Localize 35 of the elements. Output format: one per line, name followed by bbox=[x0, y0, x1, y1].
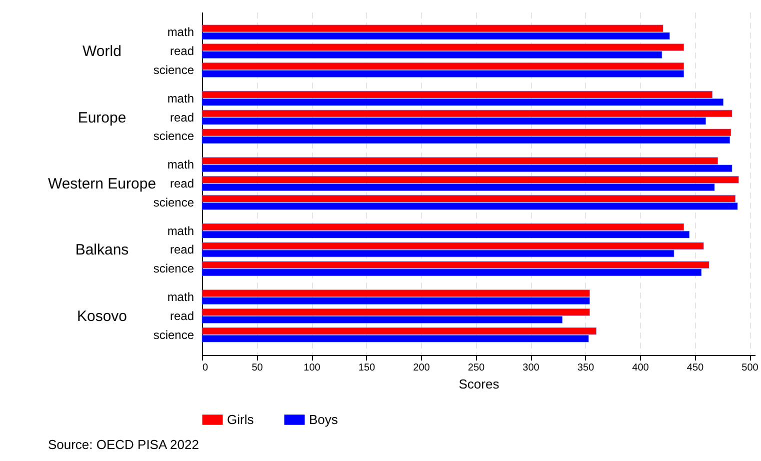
x-tick-label: 200 bbox=[413, 362, 430, 374]
x-axis-title: Scores bbox=[458, 376, 500, 392]
text: Balkans bbox=[75, 242, 129, 259]
x-tick-label: 450 bbox=[686, 362, 704, 374]
x-tick-label: 400 bbox=[632, 362, 650, 374]
y-tick-label: read bbox=[170, 110, 194, 124]
x-tick-label: 0 bbox=[202, 362, 208, 374]
y-tick-label: math bbox=[167, 158, 194, 172]
y-tick-label: read bbox=[170, 242, 194, 257]
y-tick-label: math bbox=[167, 91, 194, 106]
source-note: Source: OECD PISA 2022 bbox=[48, 437, 199, 452]
text: Kosovo bbox=[76, 308, 128, 325]
text: Western Europe bbox=[48, 176, 156, 192]
x-tick-label: 150 bbox=[358, 362, 376, 374]
text: Europe bbox=[78, 109, 126, 126]
legend-label: Girls bbox=[227, 412, 254, 427]
y-tick-label: science bbox=[153, 62, 194, 77]
x-tick-label: 100 bbox=[304, 362, 321, 374]
legend-label: Boys bbox=[309, 412, 338, 427]
y-tick-label: science bbox=[153, 328, 194, 342]
y-tick-label: science bbox=[153, 129, 194, 144]
y-tick-label: science bbox=[153, 195, 194, 210]
x-tick-label: 300 bbox=[522, 362, 540, 374]
text: World bbox=[82, 43, 122, 60]
y-tick-label: math bbox=[167, 290, 194, 304]
x-tick-label: 350 bbox=[577, 362, 595, 374]
y-tick-label: read bbox=[170, 308, 194, 323]
y-tick-label: read bbox=[170, 176, 194, 190]
y-tick-label: math bbox=[167, 25, 194, 40]
y-tick-label: science bbox=[153, 262, 194, 276]
y-tick-label: read bbox=[170, 44, 194, 58]
x-tick-label: 250 bbox=[468, 362, 486, 374]
x-tick-label: 500 bbox=[742, 362, 759, 374]
x-tick-label: 50 bbox=[252, 362, 264, 374]
y-tick-label: math bbox=[167, 224, 194, 238]
